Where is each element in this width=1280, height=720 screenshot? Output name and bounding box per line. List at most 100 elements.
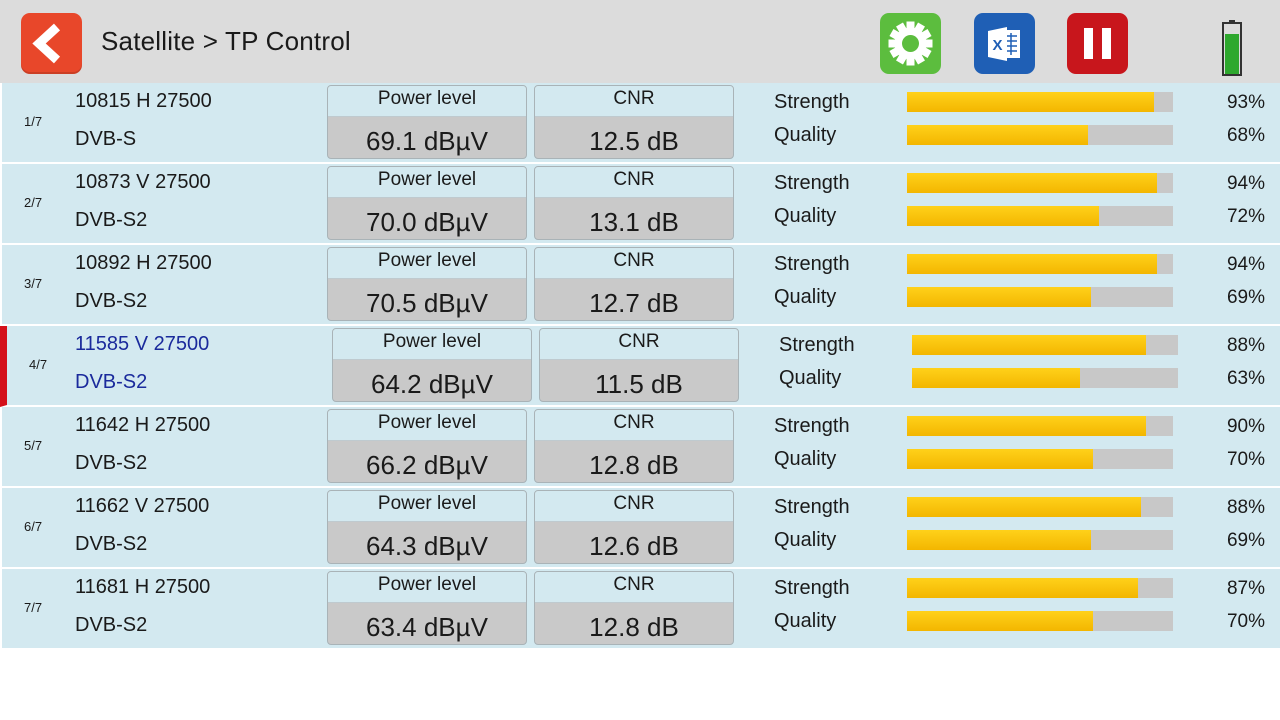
quality-percent: 68% (1226, 125, 1265, 146)
transponder-row[interactable]: 2/7 10873 V 27500 DVB-S2 Power level 70.… (0, 164, 1280, 245)
strength-percent: 87% (1226, 578, 1265, 599)
back-icon (32, 23, 61, 64)
delivery-system: DVB-S2 (75, 371, 148, 393)
transponder-row[interactable]: 3/7 10892 H 27500 DVB-S2 Power level 70.… (0, 245, 1280, 326)
strength-label: Strength (774, 253, 850, 275)
power-level-label: Power level (328, 491, 526, 522)
power-level-value: 69.1 dBµV (366, 126, 488, 156)
strength-bar (907, 173, 1173, 193)
cnr-value: 12.7 dB (589, 288, 679, 318)
strength-bar-fill (912, 335, 1147, 355)
row-index: 7/7 (24, 600, 43, 615)
strength-bar-fill (907, 497, 1142, 517)
quality-bar (907, 449, 1173, 469)
quality-percent: 72% (1226, 206, 1265, 227)
quality-percent: 70% (1226, 449, 1265, 470)
cnr-label: CNR (540, 329, 738, 360)
transponder-row[interactable]: 1/7 10815 H 27500 DVB-S Power level 69.1… (0, 83, 1280, 164)
strength-label: Strength (774, 172, 850, 194)
frequency-polarization-symbolrate: 11642 H 27500 (75, 414, 211, 436)
strength-bar (907, 578, 1173, 598)
battery-icon (1222, 20, 1242, 76)
power-level-label: Power level (328, 167, 526, 198)
transponder-row[interactable]: 5/7 11642 H 27500 DVB-S2 Power level 66.… (0, 407, 1280, 488)
header-bar: Satellite > TP Control (0, 0, 1280, 84)
quality-percent: 69% (1226, 530, 1265, 551)
delivery-system: DVB-S2 (75, 452, 148, 474)
delivery-system: DVB-S2 (75, 533, 148, 555)
strength-percent: 94% (1226, 254, 1265, 275)
row-index: 5/7 (24, 438, 43, 453)
power-level-box: Power level 64.2 dBµV (332, 328, 532, 402)
strength-bar-fill (907, 173, 1158, 193)
transponder-row[interactable]: 7/7 11681 H 27500 DVB-S2 Power level 63.… (0, 569, 1280, 650)
strength-bar-fill (907, 92, 1155, 112)
quality-bar (912, 368, 1178, 388)
page-title: Satellite > TP Control (101, 26, 351, 56)
strength-bar (907, 416, 1173, 436)
cnr-box: CNR 12.5 dB (534, 85, 734, 159)
power-level-box: Power level 64.3 dBµV (327, 490, 527, 564)
gear-icon (888, 21, 933, 66)
strength-bar-fill (907, 254, 1158, 274)
power-level-label: Power level (333, 329, 531, 360)
frequency-polarization-symbolrate: 11585 V 27500 (75, 333, 210, 355)
quality-label: Quality (774, 610, 837, 632)
delivery-system: DVB-S2 (75, 614, 148, 636)
delivery-system: DVB-S2 (75, 209, 148, 231)
frequency-polarization-symbolrate: 11662 V 27500 (75, 495, 210, 517)
cnr-value: 11.5 dB (595, 369, 683, 399)
power-level-box: Power level 69.1 dBµV (327, 85, 527, 159)
transponder-row[interactable]: 6/7 11662 V 27500 DVB-S2 Power level 64.… (0, 488, 1280, 569)
cnr-box: CNR 12.6 dB (534, 490, 734, 564)
cnr-value: 12.5 dB (589, 126, 679, 156)
strength-label: Strength (774, 577, 850, 599)
row-index: 2/7 (24, 195, 43, 210)
quality-bar (907, 287, 1173, 307)
row-index: 6/7 (24, 519, 43, 534)
quality-bar (907, 206, 1173, 226)
export-excel-button[interactable]: X (974, 13, 1035, 74)
transponder-row-selected[interactable]: 4/7 11585 V 27500 DVB-S2 Power level 64.… (0, 326, 1280, 407)
power-level-label: Power level (328, 248, 526, 279)
quality-bar-fill (907, 611, 1094, 631)
strength-bar (907, 254, 1173, 274)
cnr-box: CNR 12.8 dB (534, 571, 734, 645)
cnr-value: 12.8 dB (589, 612, 679, 642)
frequency-polarization-symbolrate: 10873 V 27500 (75, 171, 211, 193)
strength-percent: 93% (1226, 92, 1265, 113)
settings-button[interactable] (880, 13, 941, 74)
cnr-box: CNR 13.1 dB (534, 166, 734, 240)
cnr-box: CNR 11.5 dB (539, 328, 739, 402)
back-button[interactable] (21, 13, 82, 74)
cnr-label: CNR (535, 572, 733, 603)
power-level-box: Power level 70.0 dBµV (327, 166, 527, 240)
power-level-value: 64.3 dBµV (366, 531, 488, 561)
quality-bar-fill (907, 449, 1094, 469)
delivery-system: DVB-S (75, 128, 137, 150)
quality-label: Quality (779, 367, 842, 389)
strength-bar (907, 497, 1173, 517)
strength-label: Strength (774, 415, 850, 437)
cnr-label: CNR (535, 410, 733, 441)
quality-percent: 69% (1226, 287, 1265, 308)
cnr-label: CNR (535, 248, 733, 279)
power-level-value: 70.0 dBµV (366, 207, 488, 237)
row-index: 1/7 (24, 114, 43, 129)
strength-label: Strength (774, 496, 850, 518)
strength-label: Strength (779, 334, 855, 356)
quality-bar (907, 125, 1173, 145)
row-index: 4/7 (29, 357, 48, 372)
power-level-label: Power level (328, 410, 526, 441)
quality-bar-fill (912, 368, 1080, 388)
quality-label: Quality (774, 286, 837, 308)
quality-label: Quality (774, 448, 837, 470)
strength-bar (907, 92, 1173, 112)
frequency-polarization-symbolrate: 11681 H 27500 (75, 576, 211, 598)
quality-label: Quality (774, 529, 837, 551)
quality-bar (907, 530, 1173, 550)
quality-label: Quality (774, 124, 837, 146)
power-level-box: Power level 63.4 dBµV (327, 571, 527, 645)
pause-button[interactable] (1067, 13, 1128, 74)
strength-label: Strength (774, 91, 850, 113)
